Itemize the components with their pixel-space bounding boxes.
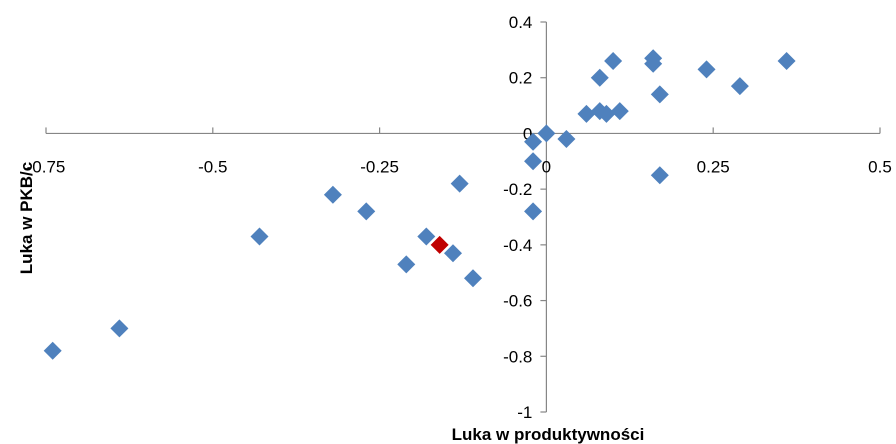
y-tick-label: 0.4 — [509, 13, 533, 32]
x-tick-label: -0.75 — [27, 157, 66, 176]
data-point — [730, 77, 749, 96]
x-tick-label: 0 — [542, 157, 551, 176]
y-tick-label: -0.6 — [503, 292, 532, 311]
data-point — [323, 185, 342, 204]
data-point — [650, 85, 669, 104]
data-point — [644, 54, 663, 73]
data-point — [464, 269, 483, 288]
data-point — [537, 124, 556, 143]
data-point — [250, 227, 269, 246]
data-point — [524, 202, 543, 221]
data-point — [357, 202, 376, 221]
y-tick-label: 0.2 — [509, 69, 533, 88]
data-point — [597, 104, 616, 123]
data-points — [43, 49, 796, 360]
x-tick-label: -0.25 — [360, 157, 399, 176]
data-point — [577, 104, 596, 123]
x-axis-title: Luka w produktywności — [452, 425, 645, 444]
data-point — [43, 341, 62, 360]
data-point — [590, 68, 609, 87]
data-point — [610, 102, 629, 121]
data-point — [650, 166, 669, 185]
data-point — [443, 244, 462, 263]
x-tick-label: 0.5 — [868, 157, 892, 176]
y-tick-label: -0.8 — [503, 347, 532, 366]
data-point — [524, 132, 543, 151]
x-tick-label: 0.25 — [697, 157, 730, 176]
y-tick-label: 0 — [523, 124, 532, 143]
y-axis-title: Luka w PKB/c — [17, 162, 36, 274]
y-tick-label: -1 — [517, 403, 532, 422]
data-point — [417, 227, 436, 246]
data-point — [697, 60, 716, 79]
data-point — [777, 52, 796, 70]
data-point — [604, 52, 623, 70]
axes: -0.75 -0.5 -0.25 0 0.25 0.5 0.4 0.2 0 -0.2 -0.4 -0.… — [27, 13, 892, 422]
data-point — [557, 130, 576, 148]
data-point — [110, 319, 129, 338]
x-tick-label: -0.5 — [198, 157, 227, 176]
data-point — [450, 174, 469, 193]
y-tick-label: -0.4 — [503, 236, 532, 255]
data-point — [397, 255, 416, 274]
y-tick-label: -0.2 — [503, 180, 532, 199]
data-point — [524, 152, 543, 171]
data-point — [430, 235, 449, 254]
